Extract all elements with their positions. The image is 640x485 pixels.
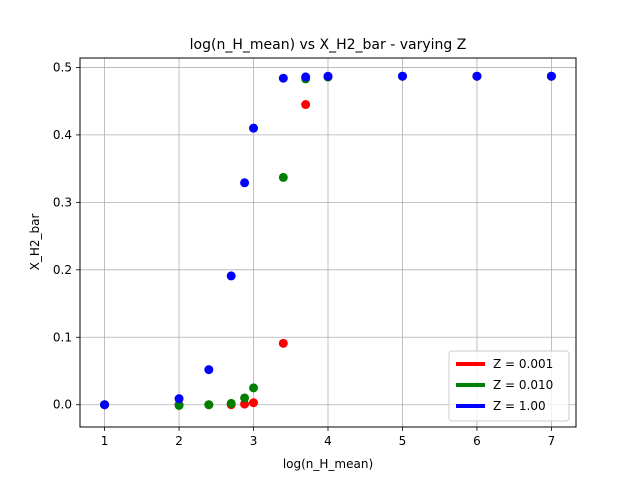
y-tick-label: 0.4 [53, 128, 72, 142]
y-tick-label: 0.1 [53, 330, 72, 344]
data-point [174, 394, 184, 404]
data-point [240, 393, 250, 403]
x-tick-label: 3 [250, 434, 258, 448]
x-tick-label: 6 [473, 434, 481, 448]
data-point [546, 71, 556, 81]
data-point [323, 71, 333, 81]
y-tick-label: 0.0 [53, 398, 72, 412]
data-point [278, 338, 288, 348]
legend: Z = 0.001 Z = 0.010 Z = 1.00 [448, 350, 570, 422]
data-point [249, 383, 259, 393]
data-point [240, 178, 250, 188]
data-point [278, 73, 288, 83]
x-axis-label: log(n_H_mean) [283, 457, 373, 471]
legend-box [448, 350, 570, 422]
y-tick-label: 0.2 [53, 263, 72, 277]
data-point [301, 72, 311, 82]
y-axis-ticks: 0.0 0.1 0.2 0.3 0.4 0.5 [53, 60, 80, 412]
data-point [301, 100, 311, 110]
data-point [278, 172, 288, 182]
x-tick-label: 1 [101, 434, 109, 448]
x-tick-label: 4 [324, 434, 332, 448]
grid [80, 58, 576, 427]
chart-title: log(n_H_mean) vs X_H2_bar - varying Z [190, 37, 467, 53]
data-point [249, 398, 259, 408]
data-points [100, 71, 556, 410]
legend-label: Z = 1.00 [493, 399, 546, 413]
y-tick-label: 0.3 [53, 195, 72, 209]
data-point [226, 271, 236, 281]
data-point [249, 123, 259, 133]
x-tick-label: 2 [175, 434, 183, 448]
data-point [397, 71, 407, 81]
data-point [204, 400, 214, 410]
data-point [204, 365, 214, 375]
x-tick-label: 5 [399, 434, 407, 448]
data-point [472, 71, 482, 81]
data-point [226, 398, 236, 408]
x-tick-label: 7 [548, 434, 556, 448]
series-3 [100, 71, 556, 410]
y-axis-label: X_H2_bar [28, 214, 42, 271]
legend-label: Z = 0.010 [493, 378, 553, 392]
data-point [100, 400, 110, 410]
x-axis-ticks: 1 2 3 4 5 6 7 [101, 427, 555, 448]
data-point [174, 400, 184, 410]
y-tick-label: 0.5 [53, 60, 72, 74]
legend-label: Z = 0.001 [493, 357, 553, 371]
